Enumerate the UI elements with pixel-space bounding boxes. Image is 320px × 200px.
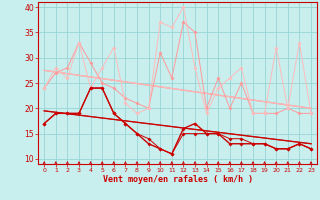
X-axis label: Vent moyen/en rafales ( km/h ): Vent moyen/en rafales ( km/h ) xyxy=(103,175,252,184)
